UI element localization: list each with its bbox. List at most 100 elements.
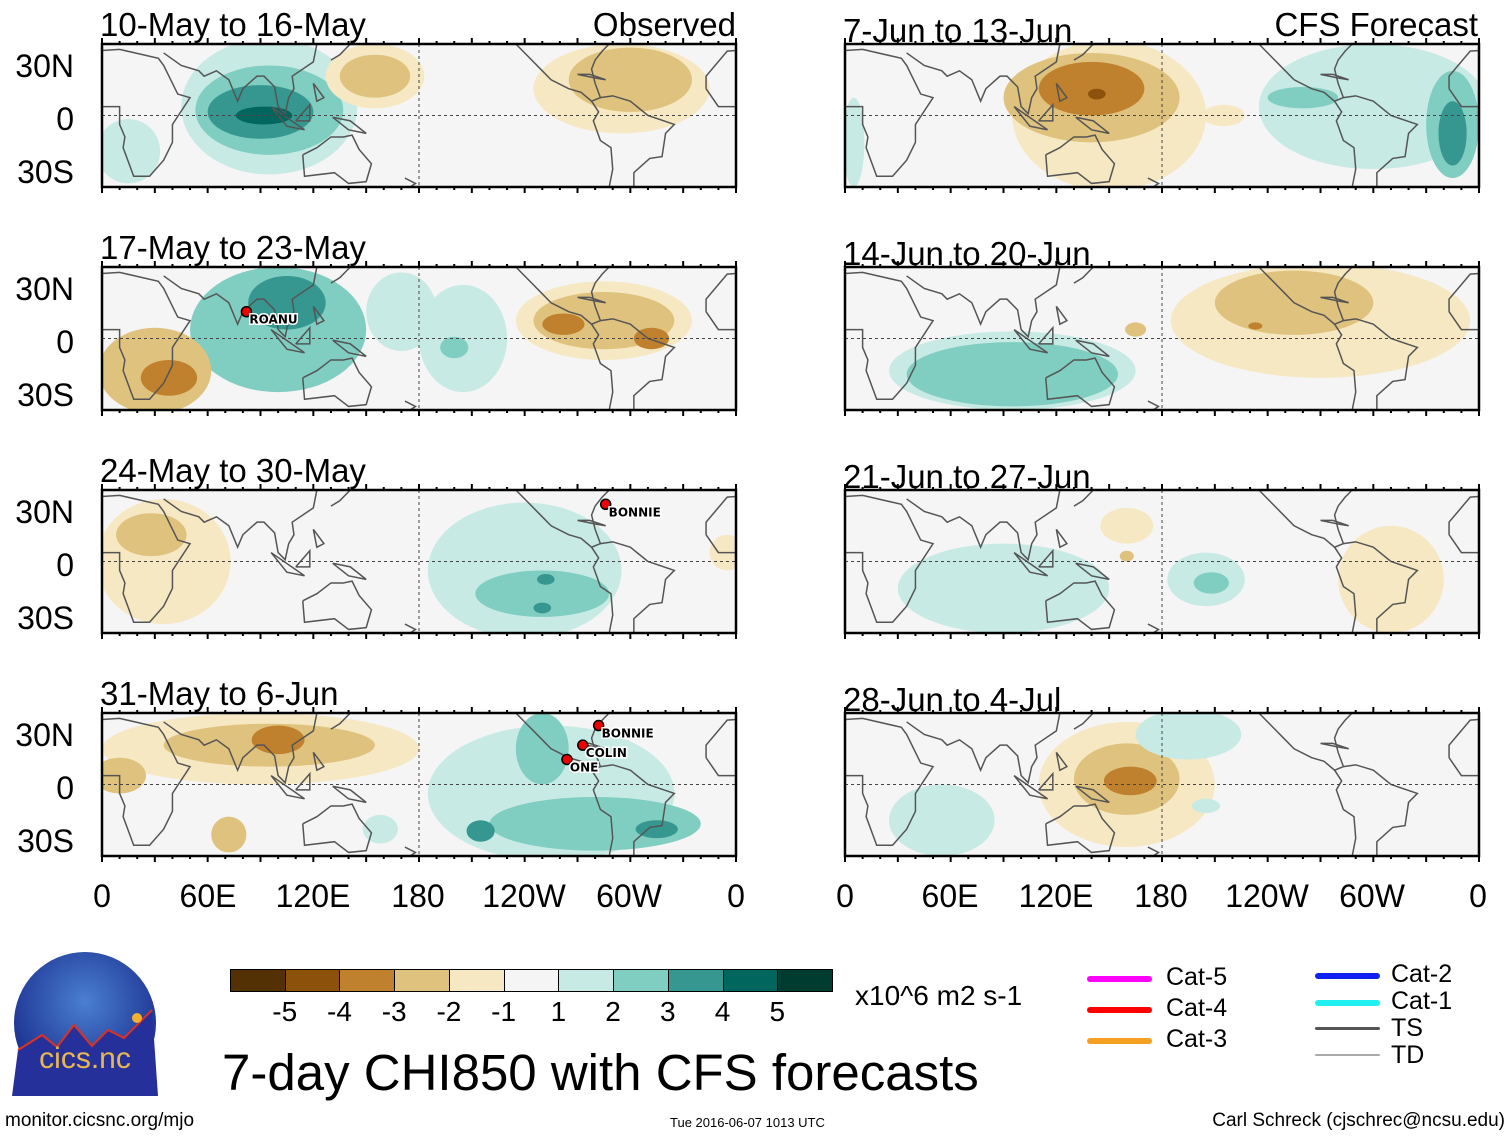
- map-panel: ROANU: [100, 261, 738, 416]
- coastline: [163, 490, 318, 562]
- coastline: [515, 490, 610, 549]
- legend-line: [1315, 1027, 1380, 1030]
- observed-header: Observed: [592, 6, 736, 43]
- coastline: [330, 44, 351, 61]
- panel-frame: [843, 711, 1481, 858]
- panel-title: 10-May to 16-May: [100, 6, 366, 43]
- coastline: [590, 323, 614, 410]
- storm-label: ONE: [570, 760, 598, 774]
- coastline: [1343, 541, 1419, 633]
- coastline: [102, 271, 192, 401]
- map-panel: [843, 38, 1481, 193]
- coastline: [312, 751, 326, 772]
- colorbar-label: 3: [660, 996, 676, 1027]
- coastline: [845, 271, 935, 401]
- lat-label: 30N: [15, 494, 74, 530]
- colorbar-swatch: [394, 969, 450, 992]
- lon-label: 60E: [179, 878, 237, 914]
- colorbar-label: -5: [272, 996, 298, 1027]
- coastline: [312, 305, 326, 326]
- coastline: [312, 528, 326, 549]
- lon-label: 60E: [921, 878, 979, 914]
- coastline: [312, 82, 326, 103]
- coastline: [1320, 73, 1349, 81]
- coastline: [1258, 713, 1353, 772]
- panel-title: 14-Jun to 20-Jun: [843, 235, 1091, 272]
- coastline: [845, 494, 935, 624]
- coastline: [295, 102, 311, 122]
- panel-title: 17-May to 23-May: [100, 229, 366, 266]
- anomaly-contour: [1438, 101, 1467, 166]
- colorbar-label: 1: [550, 996, 567, 1027]
- anomaly-contour: [533, 602, 552, 614]
- lat-label: 0: [56, 547, 74, 583]
- coastline: [332, 339, 367, 358]
- panel-frame: [100, 711, 738, 858]
- colorbar-swatch: [284, 969, 341, 992]
- coastline: [1320, 296, 1349, 304]
- coastline: [590, 769, 614, 856]
- map-panel: [843, 484, 1481, 639]
- anomaly-contour: [536, 574, 555, 585]
- colorbar-label: -4: [327, 996, 352, 1027]
- colorbar-swatch: [448, 969, 505, 992]
- coastline: [163, 713, 318, 785]
- anomaly-contour: [1103, 766, 1157, 796]
- legend-label: Cat-1: [1391, 987, 1453, 1015]
- coastline: [845, 717, 935, 847]
- coastline: [1343, 318, 1419, 410]
- footer-url[interactable]: monitor.cicsnc.org/mjo: [5, 1110, 195, 1131]
- lat-label: 30N: [15, 271, 74, 307]
- legend-label: Cat-5: [1166, 963, 1228, 991]
- legend-line: [1087, 1038, 1152, 1044]
- lat-label: 30S: [17, 823, 74, 859]
- lon-label: 120W: [1225, 878, 1309, 914]
- anomaly-contour: [102, 119, 161, 184]
- lon-label: 0: [727, 878, 745, 914]
- colorbar-label: 5: [769, 996, 786, 1027]
- coastline: [600, 541, 676, 633]
- colorbar-swatch: [339, 969, 396, 992]
- coastline: [270, 774, 305, 800]
- coastline: [330, 490, 351, 507]
- anomaly-contour: [1191, 798, 1221, 814]
- coastline: [1320, 519, 1349, 527]
- colorbar-unit: x10^6 m2 s-1: [855, 980, 1023, 1011]
- coastline: [102, 48, 192, 178]
- coastline: [1075, 339, 1110, 358]
- anomaly-contour: [251, 725, 305, 755]
- anomaly-contour: [211, 816, 247, 853]
- lon-label: 0: [1469, 878, 1487, 914]
- panel-title: 21-Jun to 27-Jun: [843, 458, 1091, 495]
- coastline: [1038, 102, 1054, 122]
- anomaly-contour: [515, 713, 569, 785]
- coastline: [1045, 134, 1116, 185]
- anomaly-contour: [633, 327, 670, 350]
- storm-marker: ONE: [561, 753, 600, 776]
- colorbar-label: -1: [491, 996, 517, 1027]
- colorbar-swatch: [613, 969, 669, 992]
- coastline: [163, 44, 318, 116]
- coastline: [577, 296, 606, 304]
- anomaly-contour: [466, 820, 495, 842]
- anomaly-contour: [1267, 86, 1339, 109]
- coastline: [600, 318, 676, 410]
- coastline: [1073, 713, 1094, 730]
- anomaly-contour: [1100, 507, 1154, 544]
- coastline: [1045, 580, 1116, 631]
- storm-label: BONNIE: [602, 727, 654, 741]
- anomaly-contour: [1248, 322, 1263, 330]
- coastline: [270, 551, 305, 577]
- coastline: [1055, 305, 1069, 326]
- panel-frame: [100, 488, 738, 635]
- lon-label: 0: [93, 878, 111, 914]
- lon-label: 120W: [482, 878, 566, 914]
- anomaly-contour: [475, 570, 610, 617]
- coastline: [102, 494, 192, 624]
- svg-text:cics.nc: cics.nc: [39, 1042, 131, 1075]
- legend-line: [1315, 1000, 1380, 1006]
- colorbar-label: 4: [714, 996, 731, 1027]
- lon-label: 120E: [1018, 878, 1094, 914]
- panel-title: 24-May to 30-May: [100, 452, 366, 489]
